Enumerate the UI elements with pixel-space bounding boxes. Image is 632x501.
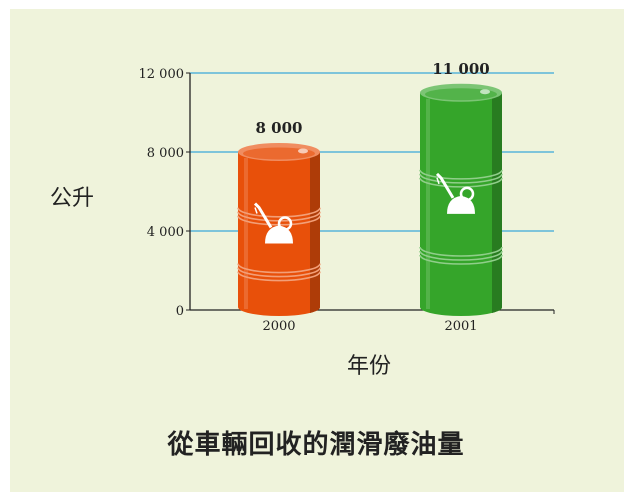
chart-title: 從車輛回收的潤滑廢油量 <box>167 430 465 460</box>
barrel-hoop <box>419 254 503 265</box>
x-tick-label: 2000 <box>262 319 295 334</box>
barrel-hoop <box>419 169 503 180</box>
barrel-hoop <box>237 207 321 218</box>
oil-can-icon <box>253 202 293 244</box>
barrel-highlight <box>426 98 430 309</box>
bars <box>237 83 503 316</box>
barrel-hoop <box>419 246 503 257</box>
barrel-highlight <box>244 158 248 309</box>
y-tick-label: 8 000 <box>147 146 184 161</box>
barrel-shade <box>310 152 321 313</box>
barrel-hoop <box>419 177 503 188</box>
barrel-hoop <box>237 271 321 282</box>
barrel-hoop <box>419 173 503 184</box>
barrel-hoop <box>419 250 503 261</box>
labels: 0 4 000 8 000 12 000 8 000 2000 11 000 2001 <box>139 60 490 334</box>
barrel-hoop <box>237 263 321 274</box>
x-axis-label: 年份 <box>347 354 392 379</box>
y-tick-label: 12 000 <box>139 67 185 82</box>
y-tick-label: 4 000 <box>147 225 184 240</box>
barrel-lid-inner <box>243 147 315 160</box>
y-tick-label: 0 <box>176 304 184 319</box>
barrel-bung <box>298 148 308 154</box>
barrel-bar <box>419 83 503 316</box>
barrel-lid-inner <box>425 88 497 101</box>
barrel-hoop <box>237 267 321 278</box>
y-axis-label: 公升 <box>50 186 95 211</box>
bar-value-label: 11 000 <box>432 60 489 78</box>
oil-can-icon <box>435 172 475 214</box>
x-tick-label: 2001 <box>444 319 477 334</box>
barrel-shade <box>492 92 503 313</box>
bar-value-label: 8 000 <box>256 119 303 137</box>
barrel-bar <box>237 143 321 316</box>
barrel-bung <box>480 89 490 95</box>
